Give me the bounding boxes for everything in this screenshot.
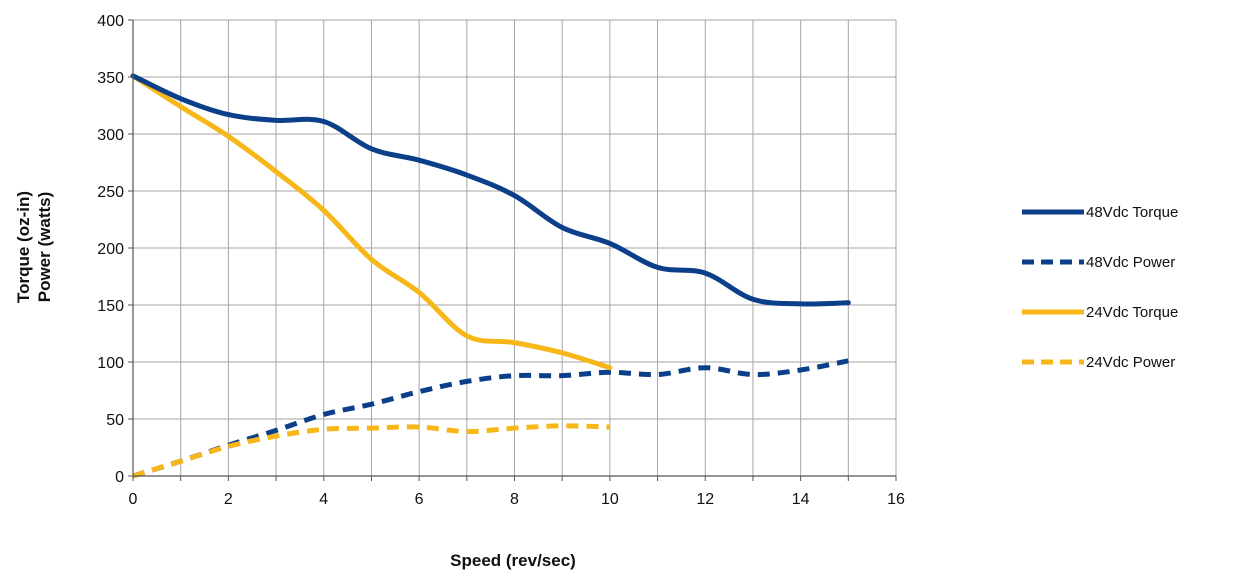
legend-label-48vdc-power: 48Vdc Power [1086, 254, 1175, 271]
legend-label-24vdc-power: 24Vdc Power [1086, 354, 1175, 371]
y-tick-label: 400 [97, 13, 124, 30]
y-tick-label: 100 [97, 355, 124, 372]
y-tick-label: 150 [97, 298, 124, 315]
plot-area [133, 76, 849, 476]
x-axis-title: Speed (rev/sec) [450, 551, 576, 570]
y-tick-label: 250 [97, 184, 124, 201]
y-axis-title-torque: Torque (oz-in) [14, 191, 33, 303]
x-tick-label: 6 [415, 491, 424, 508]
legend-label-24vdc-torque: 24Vdc Torque [1086, 304, 1178, 321]
legend: 48Vdc Torque 48Vdc Power 24Vdc Torque 24Vdc… [1022, 204, 1178, 371]
grid [133, 20, 896, 476]
y-tick-label: 0 [115, 469, 124, 486]
x-tick-label: 10 [601, 491, 619, 508]
x-tick-label: 16 [887, 491, 905, 508]
series-line-48vdc-power [133, 361, 848, 476]
x-tick-label: 12 [696, 491, 714, 508]
legend-label-48vdc-torque: 48Vdc Torque [1086, 204, 1178, 221]
axes [128, 20, 896, 481]
tick-labels: 0 2 4 6 8 10 12 14 16 0 50 100 150 200 250 300 350 400 [97, 13, 905, 508]
x-tick-label: 8 [510, 491, 519, 508]
x-tick-label: 14 [792, 491, 810, 508]
y-tick-label: 350 [97, 70, 124, 87]
series-line-48vdc-torque [133, 76, 848, 304]
x-tick-label: 4 [319, 491, 328, 508]
y-tick-label: 200 [97, 241, 124, 258]
x-tick-label: 2 [224, 491, 233, 508]
y-axis-title-power: Power (watts) [35, 192, 54, 303]
x-tick-label: 0 [129, 491, 138, 508]
y-tick-label: 300 [97, 127, 124, 144]
y-tick-label: 50 [106, 412, 124, 429]
